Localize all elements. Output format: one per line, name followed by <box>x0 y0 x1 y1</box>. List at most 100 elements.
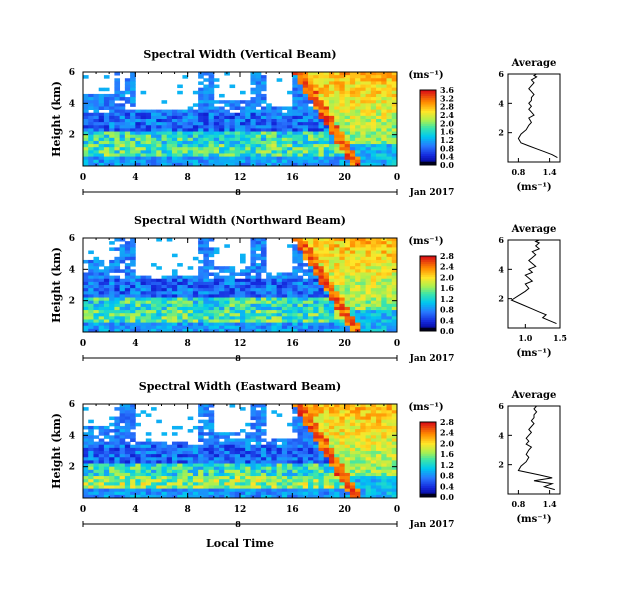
heatmap-cell <box>130 482 136 486</box>
heatmap-cell <box>166 291 173 295</box>
heatmap-cell <box>192 316 199 320</box>
heatmap-cell <box>98 297 105 302</box>
heatmap-cell <box>161 291 168 295</box>
heatmap-cell <box>370 128 377 132</box>
colorbar-swatch <box>420 153 436 157</box>
heatmap-cell <box>219 316 225 320</box>
heatmap-cell <box>213 144 220 148</box>
heatmap-cell <box>182 466 189 471</box>
heatmap-cell <box>255 78 262 82</box>
heatmap-cell <box>281 322 288 327</box>
heatmap-cell <box>313 441 319 446</box>
heatmap-cell <box>240 482 246 486</box>
colorbar-swatch <box>420 425 436 429</box>
heatmap-cell <box>391 162 398 167</box>
heatmap-cell <box>234 451 241 455</box>
heatmap-cell <box>109 97 115 101</box>
heatmap-cell <box>266 278 272 283</box>
heatmap-cell <box>308 482 314 486</box>
heatmap-cell <box>156 156 162 161</box>
heatmap-cell <box>130 87 136 92</box>
heatmap-cell <box>297 259 304 264</box>
heatmap-cell <box>386 263 393 267</box>
heatmap-cell <box>297 150 304 154</box>
heatmap-cell <box>88 285 94 289</box>
heatmap-cell <box>140 150 147 154</box>
heatmap-cell <box>328 156 335 161</box>
heatmap-cell <box>323 469 330 474</box>
heatmap-cell <box>177 457 183 461</box>
heatmap-cell <box>349 100 356 104</box>
heatmap-cell <box>391 310 398 314</box>
heatmap-cell <box>245 447 251 452</box>
heatmap-cell <box>255 285 262 289</box>
heatmap-cell <box>281 106 288 110</box>
heatmap-cell <box>88 159 94 164</box>
heatmap-cell <box>245 153 251 157</box>
heatmap-cell <box>344 429 351 433</box>
heatmap-cell <box>208 156 215 161</box>
heatmap-cell <box>292 119 298 123</box>
heatmap-cell <box>203 272 209 276</box>
heatmap-cell <box>130 247 136 251</box>
heatmap-cell <box>192 463 199 468</box>
heatmap-cell <box>370 134 377 139</box>
heatmap-cell <box>292 100 298 104</box>
heatmap-cell <box>83 407 89 411</box>
heatmap-cell <box>328 87 335 92</box>
heatmap-cell <box>114 451 121 455</box>
heatmap-cell <box>266 140 272 145</box>
heatmap-cell <box>360 466 366 471</box>
heatmap-cell <box>287 491 293 496</box>
colorbar-tick-label: 1.2 <box>440 294 454 304</box>
heatmap-cell <box>370 115 377 120</box>
heatmap-cell <box>177 291 183 295</box>
heatmap-cell <box>287 472 293 477</box>
heatmap-cell <box>334 472 340 477</box>
heatmap-cell <box>135 413 141 417</box>
heatmap-cell <box>114 322 121 327</box>
heatmap-cell <box>360 407 366 411</box>
heatmap-cell <box>171 447 178 452</box>
heatmap-cell <box>313 457 319 461</box>
heatmap-cell <box>161 479 168 483</box>
colorbar-swatch <box>420 474 436 477</box>
heatmap-cell <box>151 494 157 499</box>
heatmap-cell <box>208 482 215 486</box>
colorbar-swatch <box>420 144 436 147</box>
heatmap-cell <box>240 119 246 123</box>
heatmap-cell <box>161 454 168 458</box>
heatmap-cell <box>328 147 335 151</box>
heatmap-cell <box>292 316 298 320</box>
heatmap-cell <box>224 300 230 305</box>
heatmap-cell <box>260 491 267 496</box>
heatmap-cell <box>177 147 183 151</box>
heatmap-cell <box>224 457 230 461</box>
x-tick-label: 12 <box>234 505 247 515</box>
heatmap-cell <box>240 106 246 110</box>
heatmap-cell <box>376 303 382 308</box>
heatmap-cell <box>334 144 340 148</box>
heatmap-cell <box>349 466 356 471</box>
heatmap-cell <box>83 288 89 292</box>
heatmap-cell <box>177 466 183 471</box>
heatmap-cell <box>287 272 293 276</box>
heatmap-cell <box>365 156 372 161</box>
heatmap-cell <box>203 300 209 305</box>
heatmap-cell <box>292 81 298 85</box>
heatmap-cell <box>124 328 131 333</box>
heatmap-cell <box>391 432 398 436</box>
heatmap-cell <box>255 294 262 298</box>
heatmap-cell <box>260 128 267 132</box>
heatmap-cell <box>355 84 361 89</box>
heatmap-cell <box>360 297 366 302</box>
heatmap-cell <box>208 460 215 464</box>
heatmap-cell <box>166 482 173 486</box>
heatmap-cell <box>114 119 121 123</box>
heatmap-cell <box>292 72 298 76</box>
heatmap-cell <box>198 247 204 251</box>
heatmap-cell <box>93 106 100 110</box>
heatmap-cell <box>276 413 283 417</box>
heatmap-cell <box>349 482 356 486</box>
heatmap-cell <box>344 253 351 258</box>
